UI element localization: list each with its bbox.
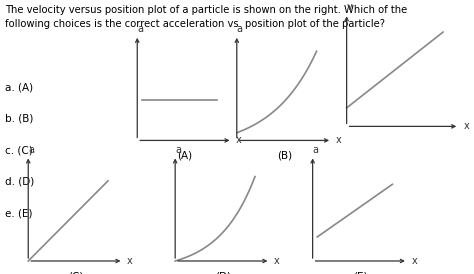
Text: a: a [312, 145, 319, 155]
Text: a. (A): a. (A) [5, 82, 33, 92]
Text: d. (D): d. (D) [5, 177, 34, 187]
Text: c. (C): c. (C) [5, 145, 33, 155]
Text: x: x [274, 256, 280, 266]
Text: (C): (C) [68, 272, 83, 274]
Text: The velocity versus position plot of a particle is shown on the right. Which of : The velocity versus position plot of a p… [5, 5, 407, 29]
Text: a: a [137, 24, 143, 34]
Text: a: a [175, 145, 181, 155]
Text: (B): (B) [277, 151, 292, 161]
Text: e. (E): e. (E) [5, 208, 32, 218]
Text: (D): (D) [215, 272, 231, 274]
Text: a: a [28, 145, 34, 155]
Text: (A): (A) [177, 151, 192, 161]
Text: x: x [236, 135, 242, 145]
Text: v: v [347, 2, 353, 12]
Text: b. (B): b. (B) [5, 114, 33, 124]
Text: x: x [411, 256, 417, 266]
Text: x: x [336, 135, 341, 145]
Text: x: x [464, 121, 469, 131]
Text: x: x [127, 256, 133, 266]
Text: a: a [237, 24, 243, 34]
Text: (E): (E) [353, 272, 367, 274]
